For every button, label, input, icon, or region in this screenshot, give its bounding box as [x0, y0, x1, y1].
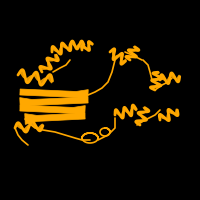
- Polygon shape: [20, 105, 85, 116]
- Polygon shape: [160, 73, 180, 84]
- Polygon shape: [126, 46, 139, 60]
- Polygon shape: [51, 43, 71, 54]
- Polygon shape: [25, 113, 85, 124]
- Polygon shape: [114, 105, 137, 118]
- Polygon shape: [136, 107, 149, 125]
- Polygon shape: [20, 89, 88, 100]
- Polygon shape: [15, 121, 43, 132]
- Polygon shape: [159, 108, 178, 121]
- Polygon shape: [18, 70, 52, 85]
- Polygon shape: [110, 49, 127, 64]
- Polygon shape: [150, 72, 162, 90]
- Polygon shape: [40, 54, 58, 72]
- Polygon shape: [20, 97, 88, 108]
- Polygon shape: [70, 41, 84, 49]
- Polygon shape: [81, 41, 93, 51]
